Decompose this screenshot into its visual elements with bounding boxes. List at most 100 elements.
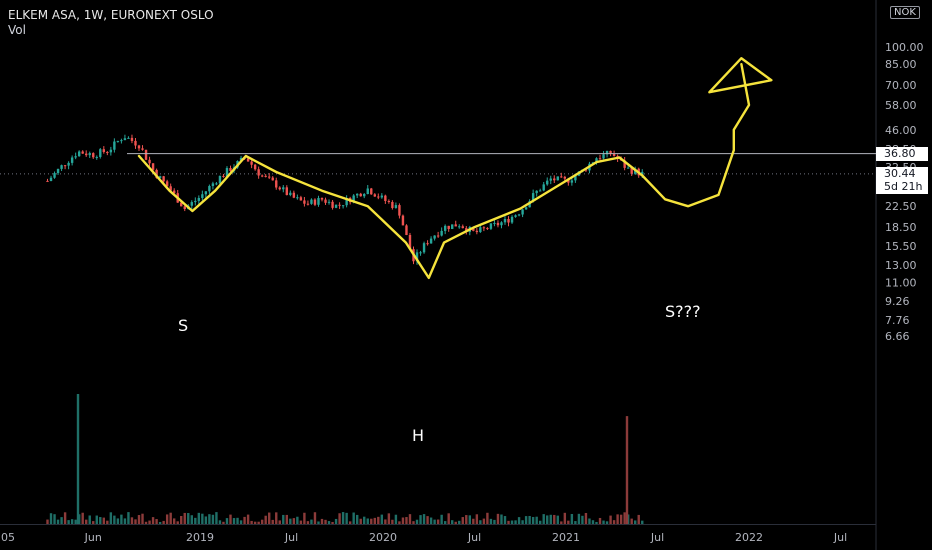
candle-body <box>253 164 257 170</box>
candle-body <box>151 163 155 170</box>
candle-body <box>130 137 134 141</box>
candle-body <box>162 176 165 182</box>
volume-bar <box>225 518 229 524</box>
candle-body <box>623 160 626 168</box>
candle-body <box>306 203 310 205</box>
candle-body <box>475 230 479 233</box>
volume-bar <box>528 515 531 524</box>
volume-bar <box>567 520 570 524</box>
candle-body <box>60 165 63 169</box>
volume-bar <box>609 515 612 524</box>
price-tick-label: 7.76 <box>885 314 910 327</box>
volume-bar <box>634 520 637 524</box>
volume-bar <box>130 517 134 524</box>
candle-body <box>542 184 545 191</box>
candle-body <box>56 168 60 174</box>
volume-bar <box>264 515 267 524</box>
candle-body <box>268 176 271 178</box>
candle-body <box>341 205 345 207</box>
annotation-head: H <box>412 426 425 445</box>
candle-body <box>215 183 218 185</box>
candle-body <box>197 197 201 201</box>
volume-bar <box>85 519 88 524</box>
volume-bar <box>451 520 454 524</box>
candle-body <box>88 153 91 156</box>
volume-bar <box>387 513 391 524</box>
candle-body <box>158 176 162 178</box>
currency-badge[interactable]: NOK <box>890 6 920 19</box>
candle-body <box>334 204 338 208</box>
volume-label: Vol <box>8 23 26 37</box>
volume-bar <box>577 513 581 524</box>
volume-bar <box>549 514 552 524</box>
volume-bar <box>165 514 169 524</box>
volume-bar <box>517 517 521 524</box>
volume-bar <box>556 515 559 524</box>
volume-bar <box>331 521 334 524</box>
volume-bar <box>458 520 461 524</box>
candle-body <box>461 226 464 229</box>
volume-bar <box>116 518 120 524</box>
volume-bar <box>538 520 542 524</box>
candle-body <box>222 175 225 177</box>
time-tick-label: 05 <box>1 531 15 544</box>
volume-bar <box>398 521 401 524</box>
candle-body <box>521 209 524 215</box>
candle-body <box>426 243 429 245</box>
candle-body <box>641 171 644 176</box>
candle-body <box>514 215 517 217</box>
candle-body <box>324 199 327 203</box>
volume-bar <box>310 519 313 524</box>
candle-body <box>123 138 127 141</box>
candle-body <box>370 188 373 195</box>
candle-body <box>148 159 151 164</box>
candle-body <box>320 198 324 200</box>
time-tick-label: Jul <box>284 531 298 544</box>
volume-bar <box>127 512 130 524</box>
volume-bar <box>208 514 211 524</box>
volume-bar <box>553 514 556 524</box>
volume-bar <box>630 518 633 524</box>
candle-body <box>99 149 102 157</box>
volume-bar <box>496 513 500 524</box>
candle-body <box>598 158 602 160</box>
volume-bar <box>313 512 317 524</box>
candle-body <box>447 225 450 229</box>
candle-body <box>180 202 183 207</box>
time-tick-label: Jul <box>650 531 664 544</box>
candle-body <box>292 192 296 198</box>
volume-bar <box>239 520 243 524</box>
candle-body <box>626 167 630 169</box>
volume-bar <box>405 517 408 524</box>
candle-body <box>503 218 507 223</box>
volume-bar <box>67 520 70 524</box>
candle-body <box>204 191 208 195</box>
candle-body <box>422 243 426 253</box>
candle-body <box>102 149 106 152</box>
volume-bar <box>419 515 422 524</box>
symbol-label: ELKEM ASA, 1W, EURONEXT OSLO <box>8 8 214 22</box>
candle-body <box>429 238 433 244</box>
candle-body <box>218 175 222 184</box>
candle-body <box>436 235 440 237</box>
volume-bar <box>271 519 274 524</box>
candle-body <box>433 235 436 239</box>
candle-body <box>144 149 148 160</box>
volume-bar <box>180 515 183 524</box>
volume-bar <box>60 517 63 524</box>
volume-bar <box>176 521 179 524</box>
annotation-right-shoulder: S??? <box>665 302 701 321</box>
volume-bar <box>352 512 355 524</box>
volume-bar <box>334 518 338 524</box>
candle-body <box>401 215 405 226</box>
time-tick-label: 2019 <box>186 531 214 544</box>
candle-body <box>285 187 289 195</box>
candle-body <box>538 190 542 192</box>
candle-body <box>116 140 120 142</box>
volume-bar <box>570 513 574 524</box>
candle-body <box>63 165 67 167</box>
volume-bar <box>461 517 464 524</box>
volume-bar <box>113 515 116 524</box>
volume-bar <box>588 518 591 524</box>
